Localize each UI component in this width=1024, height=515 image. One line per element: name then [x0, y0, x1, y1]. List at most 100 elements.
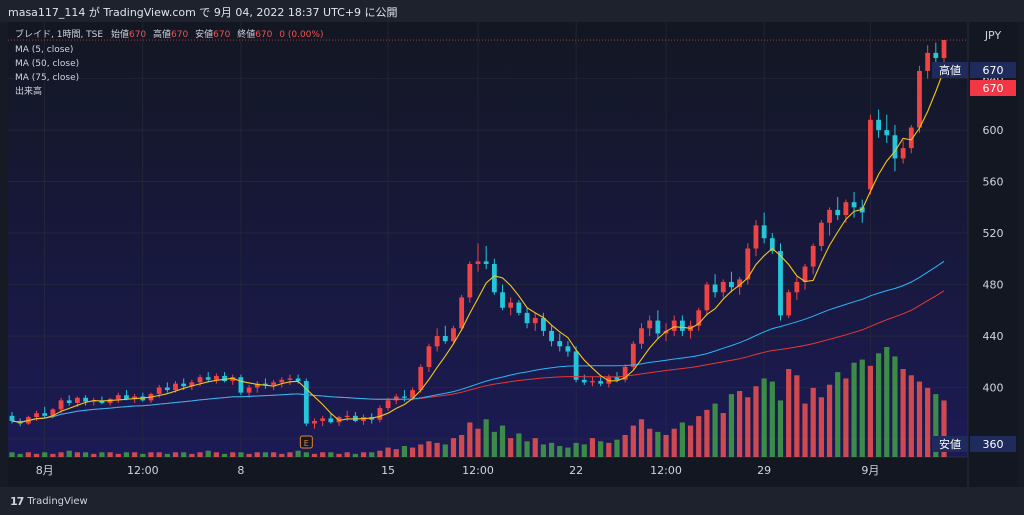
earnings-event-marker[interactable]: E: [299, 435, 313, 449]
legend-open-value: 670: [129, 30, 146, 40]
high-value-box: [970, 62, 1016, 78]
legend-low-value: 670: [213, 30, 230, 40]
volume-bar: [875, 353, 882, 457]
candle-body: [287, 378, 293, 380]
volume-bar: [557, 446, 563, 457]
candle-body: [58, 400, 64, 410]
volume-bar: [679, 422, 685, 457]
legend-volume[interactable]: 出来高: [15, 85, 42, 97]
time-tick-label: 15: [381, 464, 395, 477]
volume-bar: [851, 362, 857, 457]
candle-body: [426, 346, 432, 367]
legend-ma75[interactable]: MA (75, close): [15, 73, 79, 83]
volume-bar: [99, 452, 105, 457]
volume-bar: [418, 444, 424, 457]
candle-body: [42, 413, 48, 416]
candle-body: [565, 346, 571, 352]
candle-body: [778, 251, 783, 316]
candle-body: [532, 318, 538, 324]
candle-body: [581, 379, 587, 383]
volume-bar: [581, 444, 587, 457]
candle-body: [189, 382, 195, 387]
candle-body: [884, 130, 890, 136]
candle-body: [590, 381, 595, 383]
volume-bar: [933, 394, 939, 457]
candle-body: [213, 375, 219, 380]
candle-body: [810, 245, 816, 267]
volume-bar: [753, 386, 759, 457]
candle-body: [500, 292, 505, 308]
volume-bar: [786, 369, 792, 457]
tradingview-logo[interactable]: 17 TradingView: [10, 495, 88, 508]
candle-body: [156, 387, 162, 394]
volume-bar: [941, 400, 947, 457]
volume-bar: [221, 453, 228, 457]
legend-close-label: 終値: [237, 28, 255, 40]
candle-body: [83, 397, 88, 402]
candle-body: [99, 400, 105, 403]
grid: [8, 22, 968, 457]
candle-body: [908, 127, 914, 149]
high-tag-label: 高値: [939, 63, 961, 77]
moving-averages: [11, 69, 945, 423]
volume-bar: [728, 394, 735, 457]
volume-bar: [467, 422, 473, 457]
candle-body: [336, 417, 342, 423]
volume-bar: [769, 381, 775, 457]
volume-bar: [532, 438, 538, 457]
candle-body: [263, 383, 268, 385]
candle-body: [630, 343, 636, 367]
candle-body: [622, 366, 628, 380]
high-value: 670: [983, 64, 1004, 77]
volume-bar: [491, 431, 497, 457]
volume-bar: [9, 452, 15, 457]
volume-bar: [377, 450, 383, 457]
candle-body: [549, 330, 554, 342]
volume-bar: [867, 365, 874, 457]
price-tick-label: 600: [983, 124, 1004, 137]
candle-body: [385, 400, 391, 409]
candle-body: [868, 119, 873, 190]
tradingview-mark-icon: 17: [10, 495, 24, 508]
volume-bar: [483, 419, 489, 457]
candle-body: [344, 415, 350, 418]
candle-body: [753, 225, 759, 249]
candle-body: [933, 52, 939, 59]
volume-bar: [450, 438, 457, 457]
svg-text:ブレイド, 1時間, TSE 始値670: ブレイド, 1時間, TSE 始値670 高値670 安値670 終値670 0…: [15, 28, 323, 40]
volume-bar: [172, 452, 179, 457]
volume-bar: [426, 441, 432, 457]
candle-body: [818, 222, 824, 246]
candle-body: [802, 266, 808, 282]
volume-bar: [230, 452, 236, 457]
legend-open-label: 始値: [111, 28, 129, 40]
time-tick-label: 8月: [36, 464, 54, 477]
candle-body: [475, 261, 481, 264]
volume-bar: [818, 397, 824, 457]
volume-bar: [606, 442, 612, 457]
candle-body: [761, 225, 767, 239]
brand-text: TradingView: [27, 496, 88, 507]
volume-bar: [810, 387, 816, 457]
candle-body: [295, 378, 301, 382]
candle-body: [279, 379, 285, 383]
candle-body: [75, 397, 80, 403]
candle-body: [941, 40, 947, 59]
chart-panel[interactable]: 400 440 480 520 560 600 640 8月 12:00 8 15 12:00 22 1…: [8, 22, 1018, 487]
price-tick-label: 480: [983, 279, 1004, 292]
candle-body: [712, 284, 718, 293]
legend-ma50[interactable]: MA (50, close): [15, 59, 79, 69]
volume-bar: [859, 359, 865, 457]
volume-bar: [565, 447, 571, 457]
volume-bar: [835, 372, 841, 457]
candle-body: [254, 383, 260, 388]
candle-body: [222, 375, 227, 382]
volume-bar: [132, 452, 138, 457]
volume-bar: [745, 397, 751, 457]
volume-bar: [737, 391, 743, 457]
volume-bar: [140, 453, 146, 457]
ma5-line: [11, 69, 945, 423]
legend-ma5[interactable]: MA (5, close): [15, 45, 73, 55]
volume-bar: [393, 449, 399, 457]
